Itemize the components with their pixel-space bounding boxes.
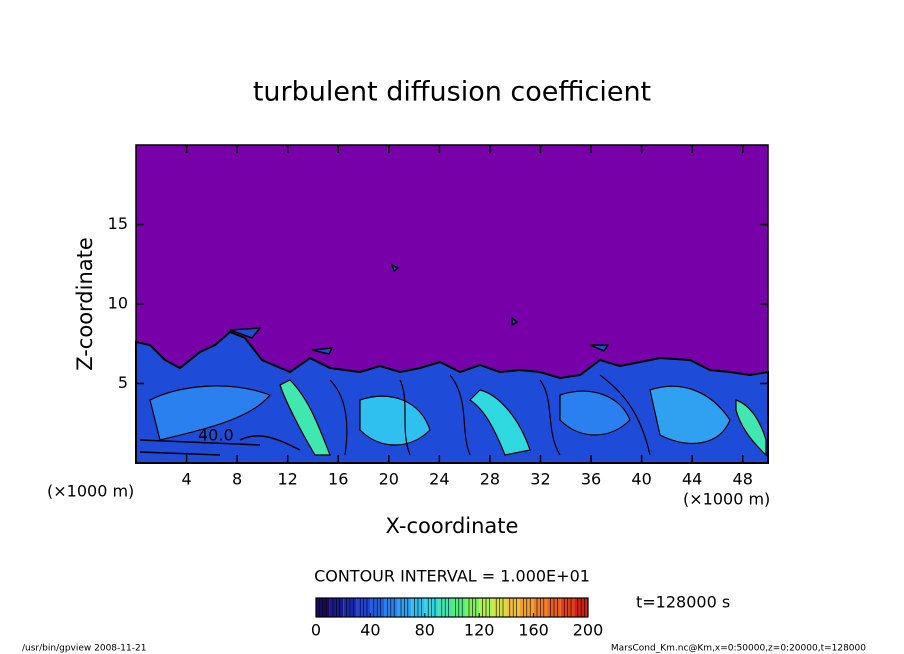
x-tick-label: 16	[328, 470, 348, 489]
y-tick-label: 5	[118, 373, 128, 392]
x-axis-label: X-coordinate	[386, 514, 519, 538]
x-tick-label: 36	[581, 470, 601, 489]
y-tick-label: 15	[108, 214, 128, 233]
contour-field	[135, 145, 769, 464]
x-tick-label: 28	[480, 470, 500, 489]
x-tick-label: 40	[631, 470, 651, 489]
colorbar-tick-label: 160	[518, 621, 549, 640]
x-unit: (×1000 m)	[683, 490, 770, 509]
contour-label: 40.0	[198, 426, 234, 445]
x-tick-label: 12	[278, 470, 298, 489]
footer-left: /usr/bin/gpview 2008-11-21	[22, 644, 146, 654]
contour-interval: CONTOUR INTERVAL = 1.000E+01	[314, 567, 590, 586]
colorbar-tick-label: 120	[464, 621, 495, 640]
x-tick-label: 20	[379, 470, 399, 489]
colorbar-tick-label: 40	[360, 621, 380, 640]
colorbar-frame	[315, 597, 589, 618]
x-tick-label: 48	[733, 470, 753, 489]
colorbar-tick-label: 200	[573, 621, 604, 640]
footer-right: MarsCond_Km.nc@Km,x=0:50000,z=0:20000,t=…	[611, 644, 866, 654]
y-axis-label: Z-coordinate	[73, 237, 97, 371]
time-label: t=128000 s	[636, 593, 730, 612]
x-tick-label: 44	[682, 470, 702, 489]
x-tick-label: 4	[181, 470, 191, 489]
x-tick-label: 32	[530, 470, 550, 489]
y-unit: (×1000 m)	[47, 482, 134, 501]
chart-title: turbulent diffusion coefficient	[253, 77, 651, 108]
x-tick-label: 8	[232, 470, 242, 489]
colorbar-tick-label: 0	[311, 621, 321, 640]
colorbar-tick-label: 80	[415, 621, 435, 640]
x-tick-label: 24	[429, 470, 449, 489]
y-tick-label: 10	[108, 294, 128, 313]
